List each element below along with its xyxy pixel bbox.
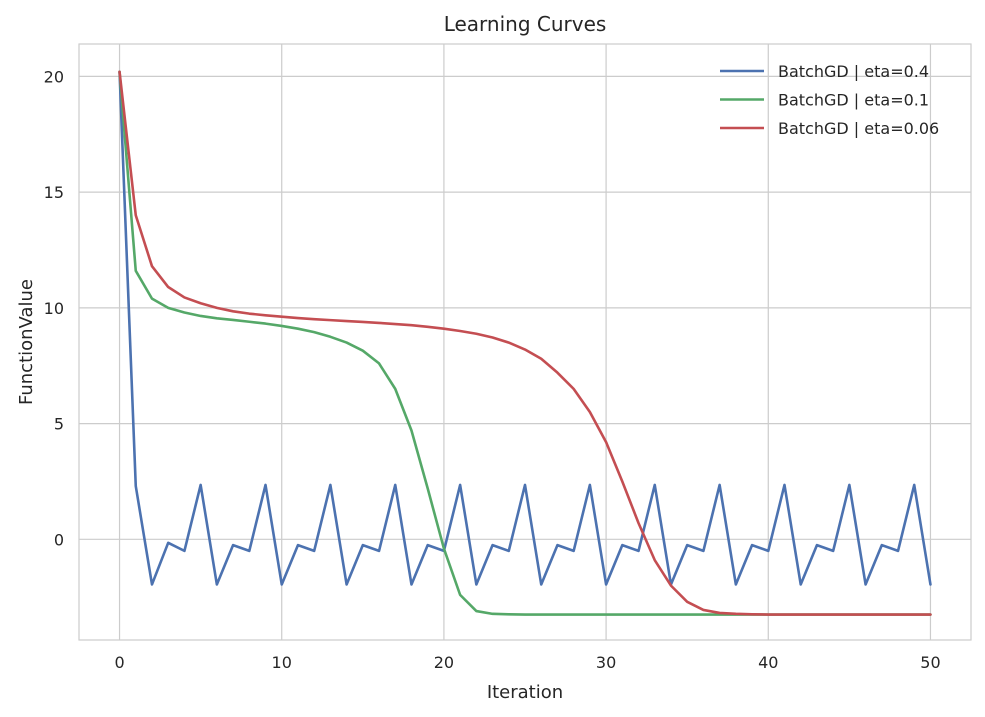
y-axis-label: FunctionValue <box>16 279 37 405</box>
y-tick-label: 20 <box>44 67 64 86</box>
x-axis-label: Iteration <box>487 682 563 703</box>
x-axis-ticks: 0 10 20 30 40 50 <box>114 653 940 672</box>
legend-label-1: BatchGD | eta=0.1 <box>778 91 929 110</box>
x-tick-label: 10 <box>272 653 292 672</box>
y-tick-label: 5 <box>54 415 64 434</box>
y-tick-label: 0 <box>54 530 64 549</box>
legend: BatchGD | eta=0.4 BatchGD | eta=0.1 BatchG… <box>720 62 939 138</box>
y-axis-ticks: 0 5 10 15 20 <box>44 67 64 549</box>
x-tick-label: 20 <box>434 653 454 672</box>
series-line-2 <box>118 70 932 616</box>
legend-label-2: BatchGD | eta=0.06 <box>778 119 939 138</box>
series-lines <box>118 70 932 616</box>
grid-lines <box>79 44 971 640</box>
legend-label-0: BatchGD | eta=0.4 <box>778 62 929 81</box>
plot-frame <box>78 43 972 641</box>
chart-title: Learning Curves <box>444 12 607 36</box>
y-tick-label: 10 <box>44 299 64 318</box>
y-tick-label: 15 <box>44 183 64 202</box>
series-line-0 <box>118 70 932 586</box>
x-tick-label: 50 <box>920 653 940 672</box>
x-tick-label: 0 <box>114 653 124 672</box>
x-tick-label: 40 <box>758 653 778 672</box>
x-tick-label: 30 <box>596 653 616 672</box>
